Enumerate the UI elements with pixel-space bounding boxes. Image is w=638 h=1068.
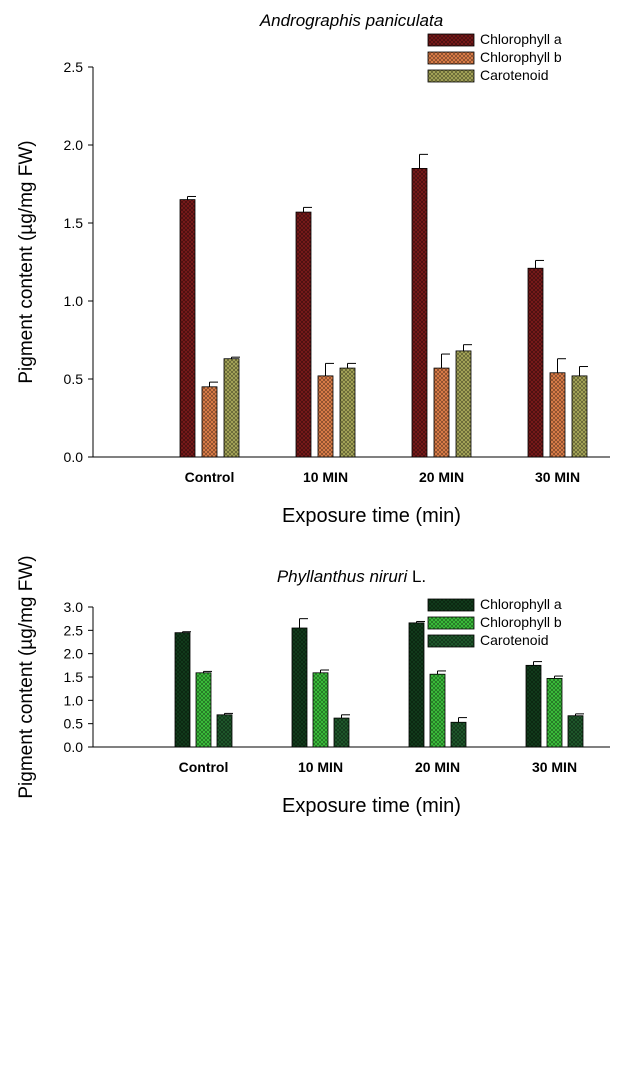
chart-title: Andrographis paniculata bbox=[259, 11, 443, 30]
bar bbox=[295, 211, 312, 458]
y-axis-label: Pigment content (µg/mg FW) bbox=[16, 555, 37, 798]
bar bbox=[455, 350, 472, 458]
bar bbox=[201, 386, 218, 458]
y-tick-label: 0.5 bbox=[64, 371, 84, 387]
legend-swatch bbox=[427, 616, 475, 630]
bar bbox=[567, 715, 584, 748]
legend-label: Chlorophyll a bbox=[480, 596, 562, 612]
x-category-label: 10 MIN bbox=[298, 759, 343, 775]
legend-label: Carotenoid bbox=[480, 632, 549, 648]
y-tick-label: 1.0 bbox=[64, 293, 84, 309]
bar bbox=[317, 375, 334, 458]
x-category-label: 20 MIN bbox=[415, 759, 460, 775]
bar bbox=[571, 375, 588, 458]
x-axis-label: Exposure time (min) bbox=[282, 505, 461, 527]
y-tick-label: 1.0 bbox=[64, 692, 84, 708]
y-tick-label: 2.0 bbox=[64, 646, 84, 662]
legend-swatch bbox=[427, 51, 475, 65]
legend-label: Chlorophyll b bbox=[480, 614, 562, 630]
pigment-chart-bottom: Phyllanthus niruri L. 0.0 0.5 1.0 1.5 2.0 2.5 3… bbox=[16, 555, 610, 817]
bar bbox=[433, 367, 450, 458]
bar bbox=[312, 672, 329, 748]
bar bbox=[429, 673, 446, 748]
x-category-label: 10 MIN bbox=[303, 469, 348, 485]
legend-swatch bbox=[427, 69, 475, 83]
y-axis-label: Pigment content (µg/mg FW) bbox=[16, 140, 37, 383]
legend-swatch bbox=[427, 598, 475, 612]
y-tick-label: 3.0 bbox=[64, 599, 84, 615]
chart-panel-bottom: Phyllanthus niruri L. 0.0 0.5 1.0 1.5 2.0 2.5 3… bbox=[0, 534, 638, 1068]
legend-label: Chlorophyll a bbox=[480, 31, 562, 47]
legend-swatch bbox=[427, 33, 475, 47]
bar bbox=[339, 367, 356, 458]
y-tick-label: 2.0 bbox=[64, 137, 84, 153]
x-category-label: 20 MIN bbox=[419, 469, 464, 485]
bar bbox=[549, 372, 566, 458]
bar bbox=[450, 721, 467, 748]
x-category-label: 30 MIN bbox=[535, 469, 580, 485]
bar bbox=[546, 677, 563, 748]
bar bbox=[411, 167, 428, 458]
legend-label: Chlorophyll b bbox=[480, 49, 562, 65]
bar bbox=[195, 672, 212, 748]
bar bbox=[408, 622, 425, 748]
pigment-chart-top: Andrographis paniculata 0.0 0.5 1.0 1.5 2.0 2.… bbox=[16, 11, 610, 527]
bar bbox=[174, 632, 191, 748]
y-tick-label: 0.0 bbox=[64, 449, 84, 465]
bar bbox=[525, 664, 542, 748]
legend-swatch bbox=[427, 634, 475, 648]
bar bbox=[216, 714, 233, 748]
y-tick-label: 0.0 bbox=[64, 739, 84, 755]
y-tick-label: 1.5 bbox=[64, 215, 84, 231]
y-tick-label: 0.5 bbox=[64, 716, 84, 732]
x-category-label: Control bbox=[179, 759, 229, 775]
bar bbox=[223, 358, 240, 458]
chart-panel-top: Andrographis paniculata 0.0 0.5 1.0 1.5 2.0 2.… bbox=[16, 11, 610, 527]
chart-title: Phyllanthus niruri L. bbox=[277, 567, 426, 586]
bar bbox=[179, 199, 196, 458]
y-tick-label: 2.5 bbox=[64, 622, 84, 638]
x-category-label: 30 MIN bbox=[532, 759, 577, 775]
y-tick-label: 1.5 bbox=[64, 669, 84, 685]
y-tick-label: 2.5 bbox=[64, 59, 84, 75]
x-category-label: Control bbox=[185, 469, 235, 485]
legend-label: Carotenoid bbox=[480, 67, 549, 83]
bar bbox=[291, 627, 308, 748]
x-axis-label: Exposure time (min) bbox=[282, 795, 461, 817]
bar bbox=[333, 717, 350, 748]
bar bbox=[527, 267, 544, 458]
